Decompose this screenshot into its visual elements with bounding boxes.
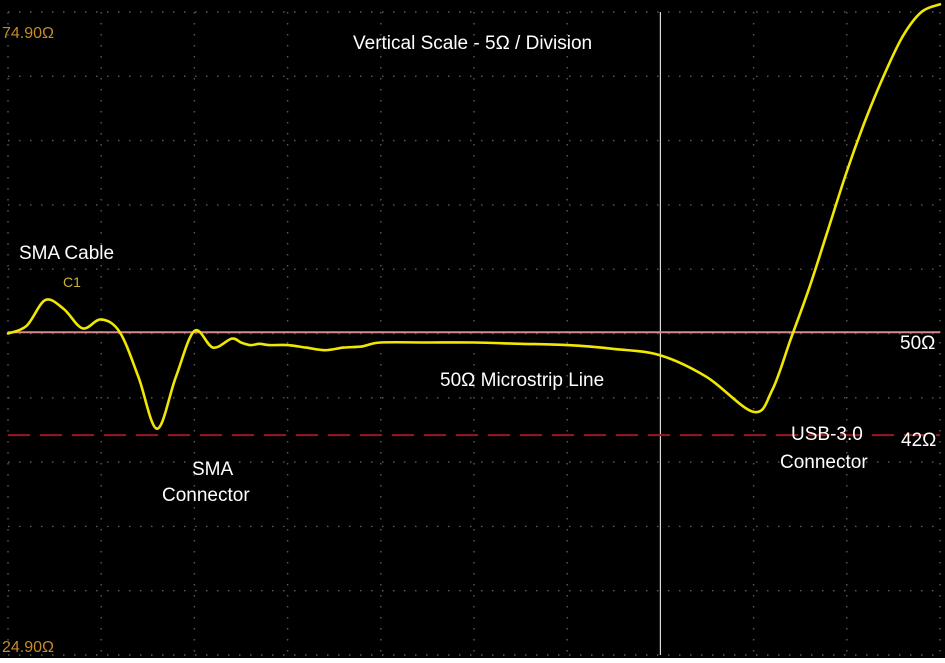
y-top-label: 74.90Ω: [2, 25, 54, 42]
annotation-sma-cable: SMA Cable: [19, 243, 114, 264]
data-point: [44, 299, 47, 301]
data-point: [249, 344, 252, 346]
annotation-sma-connector-line2: Connector: [162, 485, 250, 506]
data-point: [566, 344, 568, 346]
data-point: [846, 170, 848, 173]
data-point: [240, 341, 242, 344]
data-point: [426, 341, 429, 344]
annotation-usb-connector-line2: Connector: [780, 452, 868, 473]
data-point: [613, 348, 615, 350]
annotation-usb-connector-line1: USB-3.0: [791, 424, 863, 445]
data-point: [827, 228, 829, 231]
data-point: [324, 349, 326, 352]
data-point: [7, 332, 9, 335]
reference-lines: [8, 331, 940, 437]
data-point: [790, 337, 792, 340]
data-point: [212, 346, 214, 349]
data-point: [193, 330, 196, 332]
data-point: [939, 3, 941, 6]
data-point: [137, 376, 140, 379]
grid: [7, 11, 941, 656]
data-point: [706, 376, 708, 379]
ref-label-50: 50Ω: [900, 333, 935, 354]
data-point: [63, 308, 65, 310]
data-point: [156, 427, 158, 430]
data-point: [81, 327, 84, 330]
data-point: [752, 411, 755, 413]
data-point: [230, 337, 233, 340]
data-point: [268, 344, 270, 346]
y-bottom-label: 24.90Ω: [2, 639, 54, 656]
data-point: [473, 341, 475, 344]
annotation-sma-connector-line1: SMA: [192, 459, 234, 480]
ref-label-42: 42Ω: [901, 430, 936, 451]
data-point: [258, 343, 261, 345]
data-point: [883, 74, 885, 76]
data-point: [380, 341, 382, 344]
waveform-trace: [6, 3, 942, 430]
data-point: [519, 343, 522, 345]
data-point: [659, 354, 662, 357]
annotation-microstrip: 50Ω Microstrip Line: [440, 370, 604, 391]
data-point: [361, 345, 364, 348]
data-point: [771, 389, 773, 391]
data-point: [286, 344, 289, 346]
cursor-label-c1: C1: [63, 274, 81, 290]
data-point: [808, 286, 811, 289]
data-point: [305, 346, 308, 349]
data-point: [864, 119, 867, 121]
data-point: [920, 11, 923, 13]
data-point: [100, 318, 102, 321]
data-point: [342, 346, 345, 349]
data-point: [119, 331, 121, 334]
data-point: [175, 376, 177, 379]
chart-title: Vertical Scale - 5Ω / Division: [353, 33, 592, 54]
data-point: [901, 35, 904, 38]
data-point: [25, 325, 28, 327]
